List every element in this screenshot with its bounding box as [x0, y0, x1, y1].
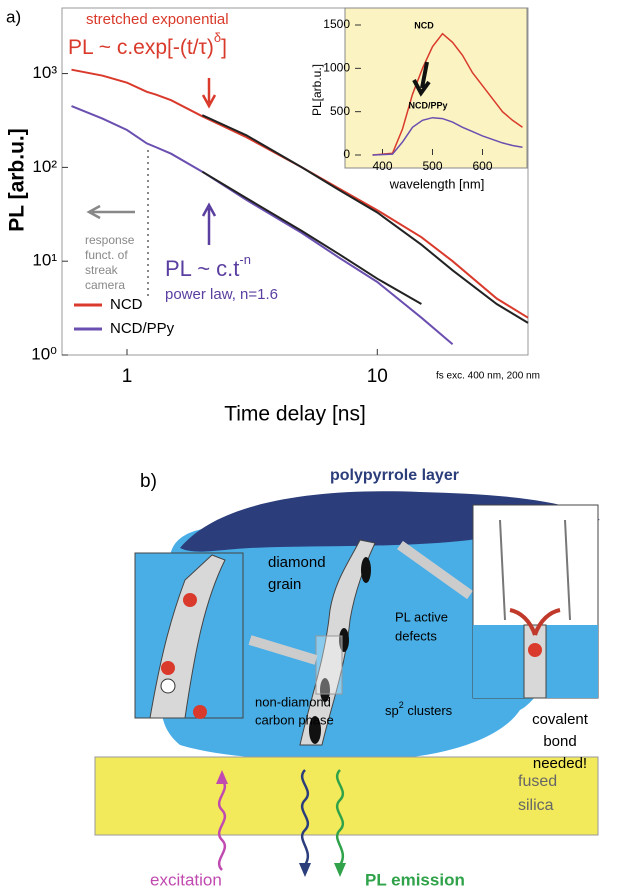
defect [309, 716, 321, 744]
x-tick-label: 400 [372, 159, 392, 173]
y-tick-label: 500 [330, 104, 350, 118]
label: polypyrrole layer [330, 467, 459, 484]
charge [528, 643, 542, 657]
series-line [71, 68, 529, 319]
series-line [372, 116, 523, 156]
label-sup: 2 [399, 700, 404, 710]
series-line [201, 170, 422, 305]
y-tick-label: 10⁰ [31, 344, 57, 363]
label: sp2 clusters [385, 700, 453, 718]
polymer-chain [499, 519, 571, 621]
annotation: PL ~ c.t-n [165, 252, 251, 280]
series-line [201, 114, 529, 324]
annotation: camera [85, 278, 125, 292]
inset-series-label: NCD [414, 20, 434, 30]
formula-part: PL ~ c.t [165, 256, 239, 281]
label: non-diamond [255, 694, 331, 709]
emission-wave [300, 769, 310, 866]
x-tick-label: 500 [422, 159, 442, 173]
annotation: stretched exponential [86, 11, 229, 28]
inset-channel [149, 554, 226, 719]
y-tick-label: 10³ [32, 63, 57, 82]
x-axis-label: Time delay [ns] [224, 403, 366, 426]
arrowhead [216, 770, 228, 784]
formula-part: PL ~ c.exp[-(t/τ) [68, 36, 214, 59]
y-tick-label: 0 [343, 147, 350, 161]
charge [160, 678, 176, 694]
annotation: PL ~ c.exp[-(t/τ)δ] [68, 30, 227, 58]
inset-series-label: NCD/PPy [408, 100, 447, 110]
right-inset-channel [523, 624, 547, 699]
label: silica [518, 797, 554, 814]
label: PL active [395, 609, 448, 624]
plot-frame [61, 7, 529, 356]
y-tick-label: 10¹ [32, 251, 57, 270]
fused-silica [94, 756, 599, 836]
arrowhead [334, 863, 346, 877]
arrow [201, 202, 217, 245]
zoom-box [315, 635, 343, 695]
arrow [201, 78, 217, 109]
annotation: fs exc. 400 nm, 200 nm [436, 371, 540, 382]
annotation: funct. of [85, 248, 128, 262]
x-tick-label: 10 [367, 366, 388, 387]
defect [320, 678, 330, 702]
legend-label: NCD/PPy [110, 320, 175, 337]
inset-chart: 400 500 600 0 500 1000 1500 [323, 17, 523, 173]
zoom-arrow [248, 635, 318, 665]
label-part: clusters [404, 703, 453, 718]
panel-label: b) [140, 471, 157, 492]
label-part: sp [385, 703, 399, 718]
formula-sup: δ [214, 30, 221, 45]
charge [161, 661, 175, 675]
label: diamond [268, 554, 326, 571]
bond-arrow [509, 608, 561, 636]
panel-label: a) [6, 7, 21, 26]
label: covalent [532, 711, 589, 728]
formula-sup: -n [239, 252, 251, 267]
inset-background [344, 7, 528, 169]
annotation: streak [85, 263, 119, 277]
annotation: power law, n=1.6 [165, 286, 278, 303]
excitation-wave [217, 779, 227, 871]
series-line [372, 32, 523, 156]
label: grain [268, 576, 301, 593]
charge [183, 593, 197, 607]
y-tick-label: 1000 [323, 61, 350, 75]
label: PL emission [365, 870, 465, 889]
x-tick-label: 1 [122, 366, 133, 387]
zoom-arrow [397, 540, 473, 600]
label: needed! [533, 755, 587, 772]
y-tick-label: 1500 [323, 17, 350, 31]
label: excitation [150, 870, 222, 889]
label: defects [395, 628, 437, 643]
inset-x-label: wavelength [nm] [389, 176, 485, 191]
emission-wave [335, 769, 345, 866]
label: fused [518, 773, 557, 790]
x-tick-label: 600 [472, 159, 492, 173]
formula-part: ] [221, 36, 227, 59]
charge [193, 705, 207, 719]
arrow [86, 204, 135, 220]
label: carbon phase [255, 712, 334, 727]
arrow [412, 61, 431, 97]
y-axis-label: PL [arb.u.] [6, 128, 29, 231]
annotation: response [85, 233, 135, 247]
decay-chart: 1 10 10⁰ 10¹ 10² 10³ NCD NCD/PPy [31, 7, 529, 387]
arrowhead [299, 863, 311, 877]
inset-y-label: PL[arb.u.] [310, 64, 324, 116]
diagram: b) polypyrrole layer diamond grain PL a [94, 467, 600, 889]
y-tick-label: 10² [32, 157, 57, 176]
legend-label: NCD [110, 296, 143, 313]
defect [361, 557, 371, 583]
label: bond [543, 733, 576, 750]
